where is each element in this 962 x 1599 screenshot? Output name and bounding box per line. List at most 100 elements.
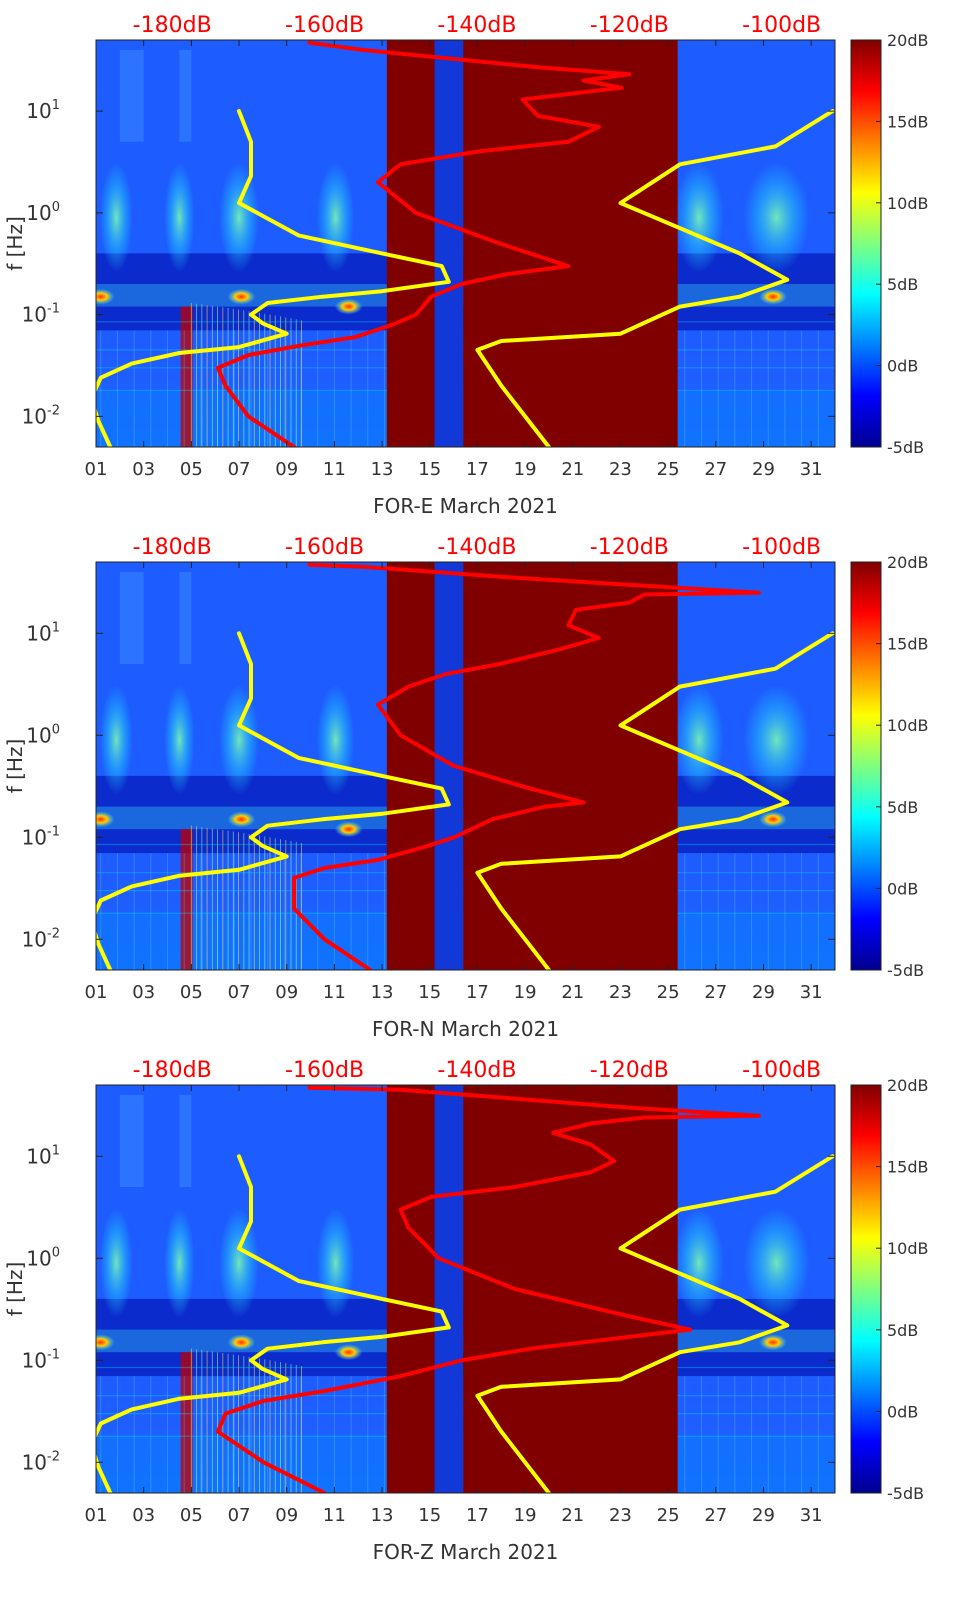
y-tick-label: 101	[26, 1143, 60, 1168]
x-tick-label: 17	[466, 982, 489, 1003]
x-axis-label: FOR-N March 2021	[372, 1017, 559, 1041]
data-strip	[434, 1085, 464, 1493]
x-tick-label: 19	[514, 459, 537, 480]
x-tick-label: 11	[323, 982, 346, 1003]
x-tick-label: 29	[752, 982, 775, 1003]
hot-spot	[227, 811, 256, 828]
colorbar-label: 20dB	[887, 553, 929, 572]
yellow-model-curve	[475, 631, 835, 970]
yellow-model-curve	[96, 1154, 451, 1493]
x-tick-label: 13	[371, 1505, 394, 1526]
x-tick-label: 05	[180, 1505, 203, 1526]
db-axis-label: -100dB	[742, 535, 821, 560]
hot-spot	[334, 821, 363, 838]
hot-spot	[96, 288, 115, 305]
spectrogram-panel: 01 03 05 07 09 11 13 15 17 19 21 23 25 27 29 31 FOR-N Ma…	[3, 535, 929, 1041]
db-axis-label: -140dB	[437, 535, 516, 560]
db-axis-label: -160dB	[285, 13, 364, 38]
y-tick-label: 10-1	[22, 1347, 60, 1372]
hot-spot	[96, 811, 115, 828]
x-tick-label: 27	[704, 1505, 727, 1526]
data-gap	[463, 1085, 678, 1493]
colorbar-label: 20dB	[887, 1076, 929, 1095]
x-tick-label: 19	[514, 1505, 537, 1526]
hot-spot	[759, 1334, 788, 1351]
x-tick-label: 11	[323, 459, 346, 480]
colorbar-label: 10dB	[887, 716, 929, 735]
yellow-model-curve	[96, 631, 451, 970]
x-axis-label: FOR-Z March 2021	[373, 1540, 559, 1564]
hot-spot	[759, 288, 788, 305]
colorbar-label: 15dB	[887, 635, 929, 654]
y-tick-label: 10-2	[22, 403, 60, 428]
x-tick-label: 25	[657, 982, 680, 1003]
spectrogram-image	[96, 562, 835, 970]
x-tick-label: 03	[132, 982, 155, 1003]
x-tick-label: 03	[132, 1505, 155, 1526]
colorbar-label: 10dB	[887, 194, 929, 213]
colorbar-label: -5dB	[887, 1484, 924, 1503]
db-axis-label: -120dB	[590, 13, 669, 38]
x-tick-label: 15	[418, 1505, 441, 1526]
db-axis-label: -100dB	[742, 13, 821, 38]
x-tick-label: 13	[371, 982, 394, 1003]
data-gap	[386, 562, 435, 970]
colorbar-label: 5dB	[887, 798, 918, 817]
x-tick-label: 09	[275, 982, 298, 1003]
yellow-model-curve	[475, 109, 835, 447]
data-gap	[386, 1085, 435, 1493]
colorbar-label: 5dB	[887, 1321, 918, 1340]
colorbar	[850, 39, 882, 448]
y-tick-label: 100	[26, 200, 60, 225]
x-tick-label: 15	[418, 459, 441, 480]
hot-spot	[96, 1334, 115, 1351]
yellow-model-curve	[475, 1154, 835, 1493]
x-tick-label: 07	[228, 459, 251, 480]
colorbar-label: 20dB	[887, 31, 929, 50]
x-tick-label: 31	[800, 1505, 823, 1526]
colorbar-label: 0dB	[887, 879, 918, 898]
data-gap	[386, 40, 435, 447]
x-tick-label: 15	[418, 982, 441, 1003]
spectrogram-panel: 01 03 05 07 09 11 13 15 17 19 21 23 25 27 29 31 FOR-E Ma…	[3, 13, 929, 518]
db-axis-label: -160dB	[285, 535, 364, 560]
x-tick-label: 05	[180, 982, 203, 1003]
colorbar-label: -5dB	[887, 438, 924, 457]
spectrogram-image	[96, 40, 835, 447]
colorbar-label: -5dB	[887, 961, 924, 980]
db-axis-label: -180dB	[133, 535, 212, 560]
hot-spot	[227, 1334, 256, 1351]
colorbar-label: 15dB	[887, 1158, 929, 1177]
x-tick-label: 09	[275, 459, 298, 480]
x-tick-label: 21	[561, 459, 584, 480]
x-tick-label: 25	[657, 1505, 680, 1526]
colorbar-label: 0dB	[887, 357, 918, 376]
x-tick-label: 07	[228, 982, 251, 1003]
axes-frame	[95, 39, 836, 448]
y-tick-label: 101	[26, 620, 60, 645]
x-tick-label: 29	[752, 1505, 775, 1526]
y-tick-label: 10-2	[22, 926, 60, 951]
y-axis-label: f [Hz]	[3, 1262, 27, 1317]
axes-frame	[95, 1084, 836, 1494]
x-tick-label: 31	[800, 982, 823, 1003]
y-tick-label: 101	[26, 98, 60, 123]
x-tick-label: 17	[466, 459, 489, 480]
db-axis-label: -140dB	[437, 13, 516, 38]
hot-spot	[227, 288, 256, 305]
red-noise-curve	[215, 40, 632, 447]
x-tick-label: 09	[275, 1505, 298, 1526]
y-axis-label: f [Hz]	[3, 739, 27, 794]
x-tick-label: 07	[228, 1505, 251, 1526]
colorbar-label: 5dB	[887, 275, 918, 294]
db-axis-label: -120dB	[590, 535, 669, 560]
x-tick-label: 21	[561, 982, 584, 1003]
hot-spot	[759, 811, 788, 828]
spectrogram-image	[96, 1085, 835, 1493]
x-tick-label: 21	[561, 1505, 584, 1526]
red-noise-curve	[215, 1085, 761, 1493]
colorbar-label: 10dB	[887, 1239, 929, 1258]
x-tick-label: 23	[609, 982, 632, 1003]
db-axis-label: -180dB	[133, 1058, 212, 1083]
